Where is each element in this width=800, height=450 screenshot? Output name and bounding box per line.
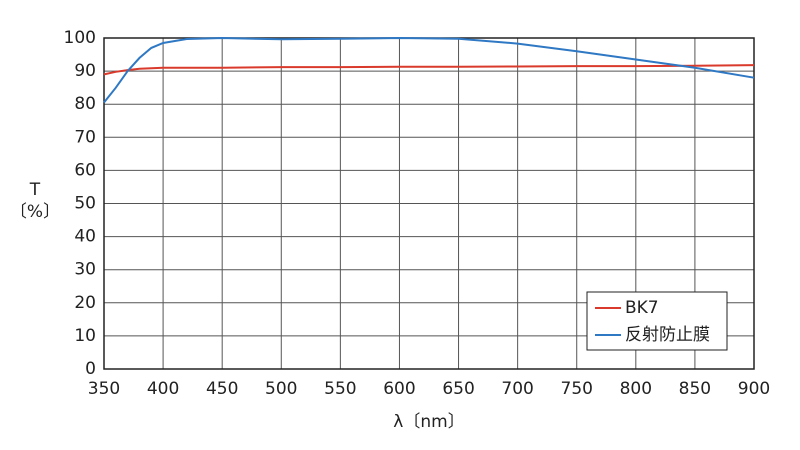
y-tick-label: 40 [74, 227, 96, 247]
y-tick-label: 90 [74, 61, 96, 81]
y-tick-label: 50 [74, 194, 96, 214]
x-tick-label: 550 [324, 379, 356, 399]
x-tick-label: 900 [738, 379, 770, 399]
x-tick-label: 650 [442, 379, 474, 399]
x-tick-label: 800 [620, 379, 652, 399]
y-axis-label: T [29, 180, 41, 200]
y-tick-label: 10 [74, 326, 96, 346]
y-tick-label: 100 [64, 28, 96, 48]
y-axis-unit: 〔%〕 [10, 202, 60, 222]
legend-label: BK7 [625, 298, 659, 318]
series-line [103, 36, 755, 104]
x-axis-label: λ〔nm〕 [393, 412, 464, 432]
x-tick-label: 450 [206, 379, 238, 399]
x-tick-label: 500 [265, 379, 297, 399]
y-tick-label: 60 [74, 160, 96, 180]
x-tick-label: 850 [679, 379, 711, 399]
y-tick-label: 20 [74, 293, 96, 313]
x-tick-label: 350 [88, 379, 120, 399]
x-tick-label: 750 [561, 379, 593, 399]
y-tick-label: 80 [74, 94, 96, 114]
y-tick-label: 70 [74, 127, 96, 147]
y-tick-label: 0 [85, 359, 96, 379]
x-tick-label: 700 [501, 379, 533, 399]
legend-label: 反射防止膜 [625, 325, 710, 345]
x-tick-label: 400 [147, 379, 179, 399]
legend-box [586, 291, 728, 351]
series-line [103, 64, 755, 76]
y-tick-label: 30 [74, 260, 96, 280]
x-tick-label: 600 [383, 379, 415, 399]
